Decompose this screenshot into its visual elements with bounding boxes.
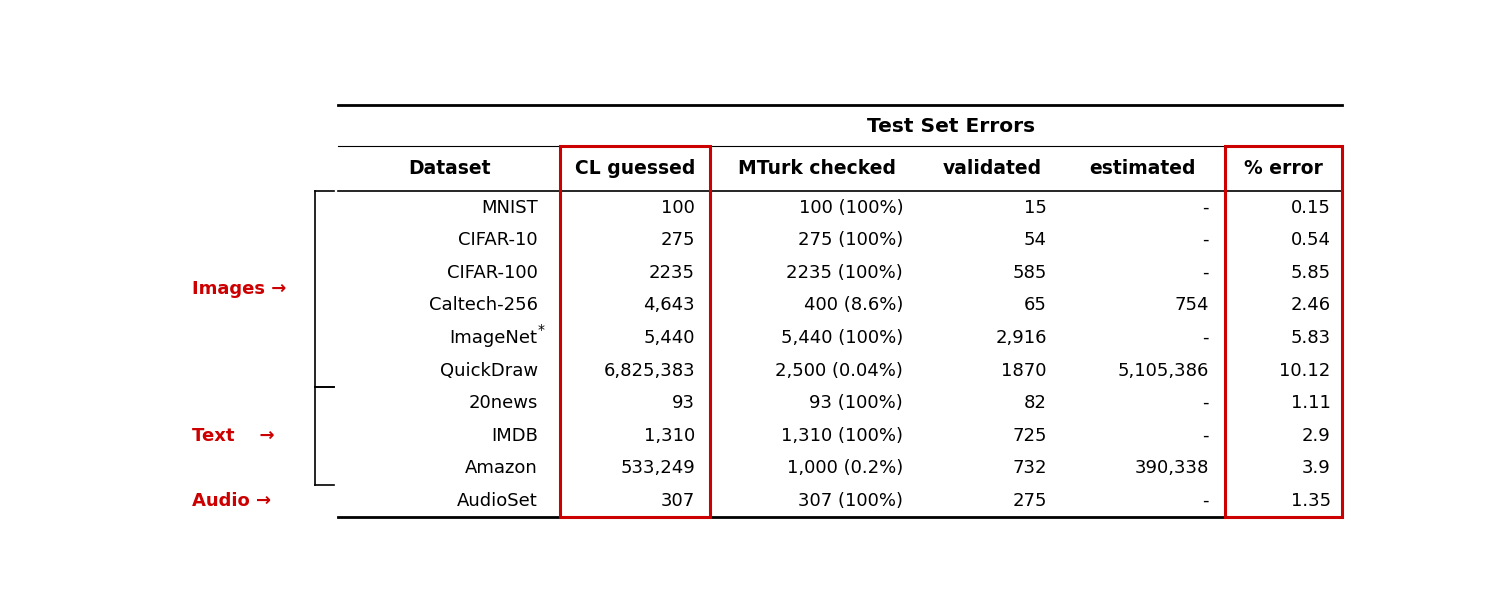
Text: 1,310: 1,310 [644,427,695,445]
Text: Amazon: Amazon [464,459,538,477]
Text: 2,500 (0.04%): 2,500 (0.04%) [776,362,903,380]
Text: 2235: 2235 [649,264,695,282]
Text: 5,440 (100%): 5,440 (100%) [780,329,903,347]
Text: Caltech-256: Caltech-256 [428,296,538,314]
Text: 0.54: 0.54 [1291,231,1330,249]
Text: 390,338: 390,338 [1134,459,1209,477]
Text: -: - [1201,329,1209,347]
Text: 2.9: 2.9 [1302,427,1330,445]
Text: 725: 725 [1013,427,1047,445]
Bar [560,146,710,517]
Text: *: * [538,323,545,338]
Text: -: - [1201,231,1209,249]
Text: 4,643: 4,643 [644,296,695,314]
Text: CL guessed: CL guessed [575,160,695,178]
Text: 5.85: 5.85 [1291,264,1330,282]
Text: AudioSet: AudioSet [457,492,538,510]
Text: Text    →: Text → [192,427,274,445]
Text: 1870: 1870 [1002,362,1047,380]
Text: 5.83: 5.83 [1291,329,1330,347]
Text: 15: 15 [1025,199,1047,217]
Text: 2.46: 2.46 [1291,296,1330,314]
Text: 93: 93 [673,394,695,412]
Text: 275: 275 [661,231,695,249]
Text: 5,440: 5,440 [644,329,695,347]
Text: Audio →: Audio → [192,492,271,510]
Text: 6,825,383: 6,825,383 [604,362,695,380]
Text: 5,105,386: 5,105,386 [1118,362,1209,380]
Text: validated: validated [944,160,1043,178]
Text: CIFAR-10: CIFAR-10 [458,231,538,249]
Text: 307: 307 [661,492,695,510]
Text: -: - [1201,427,1209,445]
Text: CIFAR-100: CIFAR-100 [446,264,538,282]
Text: -: - [1201,394,1209,412]
Text: 1.35: 1.35 [1291,492,1330,510]
Text: ImageNet: ImageNet [449,329,538,347]
Text: 82: 82 [1025,394,1047,412]
Text: 20news: 20news [469,394,538,412]
Text: MNIST: MNIST [481,199,538,217]
Text: 65: 65 [1025,296,1047,314]
Text: 10.12: 10.12 [1279,362,1330,380]
Text: 2,916: 2,916 [996,329,1047,347]
Text: 3.9: 3.9 [1302,459,1330,477]
Text: 93 (100%): 93 (100%) [809,394,903,412]
Text: 307 (100%): 307 (100%) [798,492,903,510]
Bar [1225,146,1342,517]
Text: 1,000 (0.2%): 1,000 (0.2%) [786,459,903,477]
Text: 400 (8.6%): 400 (8.6%) [804,296,903,314]
Text: -: - [1201,199,1209,217]
Text: 1,310 (100%): 1,310 (100%) [782,427,903,445]
Text: Images →: Images → [192,280,286,298]
Text: IMDB: IMDB [491,427,538,445]
Text: 100 (100%): 100 (100%) [798,199,903,217]
Text: -: - [1201,264,1209,282]
Text: 533,249: 533,249 [620,459,695,477]
Text: 754: 754 [1174,296,1209,314]
Text: 1.11: 1.11 [1291,394,1330,412]
Text: 275: 275 [1013,492,1047,510]
Text: 0.15: 0.15 [1291,199,1330,217]
Text: 54: 54 [1025,231,1047,249]
Text: estimated: estimated [1089,160,1195,178]
Text: 100: 100 [661,199,695,217]
Text: 585: 585 [1013,264,1047,282]
Text: -: - [1201,492,1209,510]
Text: 732: 732 [1013,459,1047,477]
Text: Dataset: Dataset [407,160,490,178]
Text: Test Set Errors: Test Set Errors [867,117,1035,136]
Text: QuickDraw: QuickDraw [439,362,538,380]
Text: MTurk checked: MTurk checked [739,160,896,178]
Text: % error: % error [1245,160,1323,178]
Text: 275 (100%): 275 (100%) [798,231,903,249]
Text: 2235 (100%): 2235 (100%) [786,264,903,282]
